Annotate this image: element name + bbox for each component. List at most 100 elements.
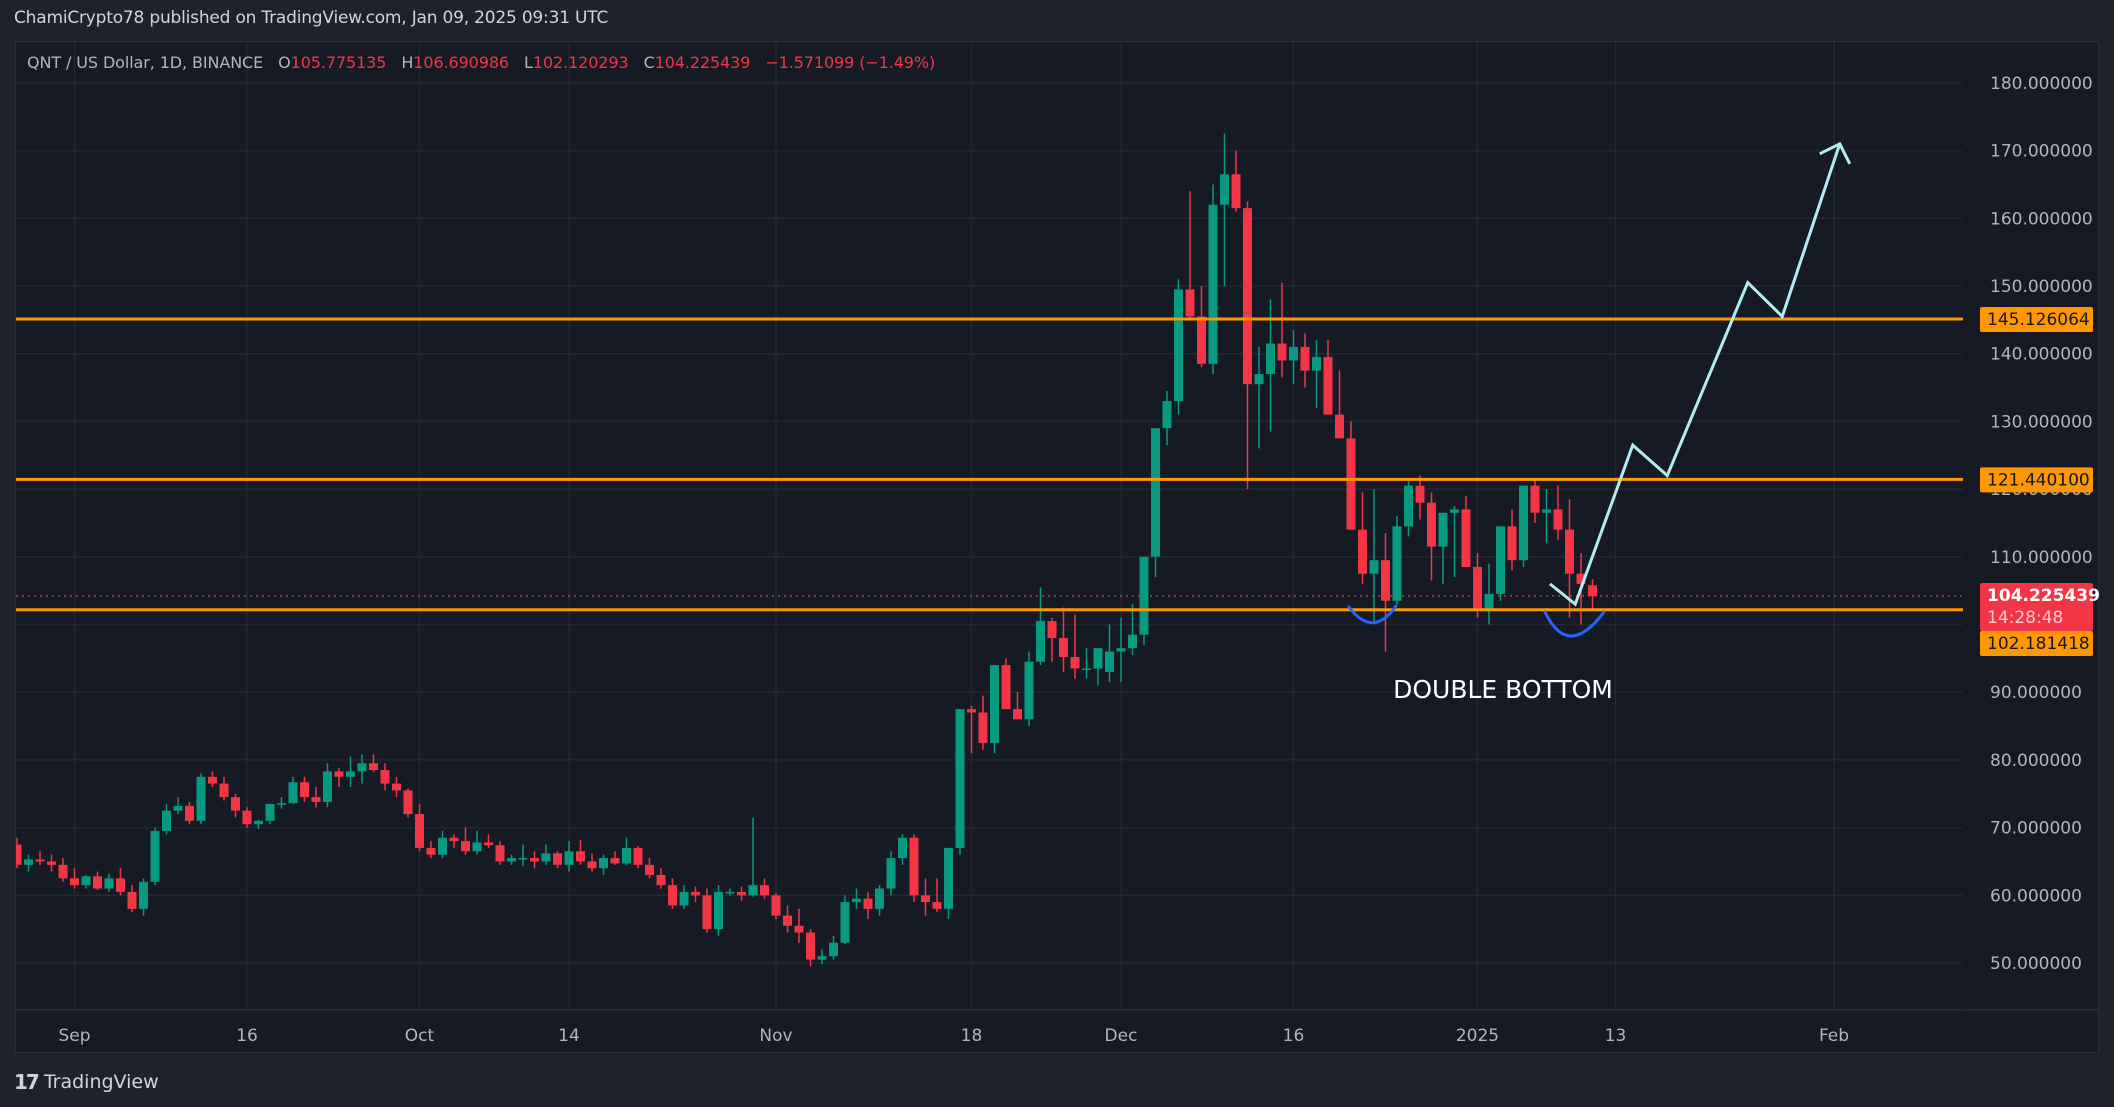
candle-body bbox=[1427, 502, 1436, 547]
price-axis-label: 150.000000 bbox=[1990, 277, 2093, 297]
close-value: 104.225439 bbox=[654, 53, 751, 72]
candle-body bbox=[794, 925, 804, 933]
candle-body bbox=[1174, 289, 1183, 402]
candle-body bbox=[748, 885, 758, 896]
open-value: 105.775135 bbox=[290, 53, 387, 72]
candle-body bbox=[1059, 638, 1068, 657]
candle-body bbox=[1438, 512, 1448, 547]
candle-body bbox=[990, 665, 999, 743]
price-axis-label: 60.000000 bbox=[1990, 886, 2082, 906]
candle-body bbox=[380, 770, 390, 784]
plot-area[interactable]: DOUBLE BOTTOM bbox=[13, 133, 1964, 967]
candle-body bbox=[1450, 509, 1459, 513]
candle-body bbox=[35, 859, 45, 862]
time-axis-label: 14 bbox=[558, 1026, 580, 1046]
candle-body bbox=[150, 830, 160, 882]
candle-body bbox=[484, 842, 493, 846]
candle-body bbox=[323, 771, 332, 802]
candle-body bbox=[369, 763, 378, 771]
candle-body bbox=[438, 837, 447, 855]
level-badge-145-text: 145.126064 bbox=[1987, 310, 2090, 330]
candle-body bbox=[737, 891, 746, 896]
candle-body bbox=[449, 837, 459, 842]
projection-path bbox=[1549, 143, 1842, 607]
candle-body bbox=[1404, 485, 1413, 527]
candle-body bbox=[783, 915, 792, 926]
candle-body bbox=[495, 845, 505, 862]
candle-body bbox=[70, 878, 79, 886]
candle-body bbox=[610, 858, 620, 864]
candle-body bbox=[1346, 438, 1356, 530]
candle-body bbox=[1082, 668, 1091, 671]
candle-body bbox=[1208, 204, 1218, 364]
candle-body bbox=[16, 844, 22, 865]
candle-body bbox=[1381, 560, 1390, 601]
candle-body bbox=[173, 805, 183, 811]
candle-body bbox=[58, 864, 68, 879]
candle-body bbox=[1185, 289, 1195, 317]
candle-body bbox=[392, 783, 401, 791]
candle-body bbox=[886, 858, 896, 889]
candle-body bbox=[1220, 174, 1229, 205]
time-axis-label: Dec bbox=[1105, 1026, 1138, 1046]
candle-body bbox=[254, 820, 263, 825]
candle-body bbox=[300, 782, 309, 798]
chart-pane[interactable] bbox=[15, 41, 2099, 1053]
candle-body bbox=[1300, 346, 1310, 371]
candle-body bbox=[944, 847, 953, 909]
candle-body bbox=[426, 847, 436, 855]
price-axis-label: 130.000000 bbox=[1990, 412, 2093, 432]
last-price-badge-text: 14:28:48 bbox=[1987, 608, 2063, 628]
price-axis-label: 90.000000 bbox=[1990, 683, 2082, 703]
brand-name: TradingView bbox=[43, 1071, 159, 1093]
candle-body bbox=[47, 861, 56, 865]
candle-body bbox=[978, 712, 988, 743]
candle-body bbox=[1542, 509, 1551, 513]
candle-body bbox=[1266, 343, 1275, 375]
candle-body bbox=[357, 763, 367, 772]
candle-body bbox=[1461, 509, 1471, 567]
high-value: 106.690986 bbox=[413, 53, 510, 72]
candle-body bbox=[1151, 428, 1160, 557]
tradingview-branding: 17 TradingView bbox=[14, 1070, 159, 1094]
candle-body bbox=[1519, 485, 1528, 561]
candle-body bbox=[921, 895, 930, 903]
candle-body bbox=[231, 797, 240, 811]
candle-body bbox=[1335, 414, 1344, 439]
candle-body bbox=[875, 888, 884, 909]
candle-body bbox=[1243, 208, 1252, 385]
candle-body bbox=[81, 876, 91, 886]
time-axis-label: Feb bbox=[1819, 1026, 1849, 1046]
candle-body bbox=[599, 858, 608, 869]
symbol-title[interactable]: QNT / US Dollar, 1D, BINANCE bbox=[27, 53, 264, 72]
candle-body bbox=[1277, 343, 1287, 361]
candle-body bbox=[714, 891, 723, 930]
price-axis-label: 110.000000 bbox=[1990, 548, 2093, 568]
candle-body bbox=[1473, 566, 1482, 611]
symbol-legend: QNT / US Dollar, 1D, BINANCE O105.775135… bbox=[27, 53, 935, 72]
candle-body bbox=[403, 790, 413, 815]
candle-body bbox=[104, 878, 114, 889]
candle-body bbox=[461, 841, 470, 852]
candle-body bbox=[691, 891, 700, 896]
candle-body bbox=[1128, 634, 1137, 649]
candle-body bbox=[1036, 621, 1045, 662]
price-axis-label: 180.000000 bbox=[1990, 74, 2093, 94]
candle-body bbox=[334, 771, 344, 777]
double-bottom-arc-left bbox=[1347, 604, 1398, 625]
candle-body bbox=[1392, 526, 1402, 601]
candle-body bbox=[1484, 594, 1494, 611]
time-axis-label: Nov bbox=[759, 1026, 792, 1046]
candle-body bbox=[771, 895, 781, 916]
candle-body bbox=[127, 891, 137, 909]
last-price-badge-text: 104.225439 bbox=[1987, 586, 2100, 606]
close-label: C bbox=[643, 53, 655, 72]
double-bottom-arc-right bbox=[1543, 610, 1606, 638]
candle-body bbox=[507, 858, 516, 862]
candle-body bbox=[311, 797, 321, 802]
candle-body bbox=[265, 803, 275, 821]
candle-body bbox=[656, 874, 666, 886]
candle-body bbox=[288, 782, 298, 804]
candle-body bbox=[1323, 357, 1333, 415]
